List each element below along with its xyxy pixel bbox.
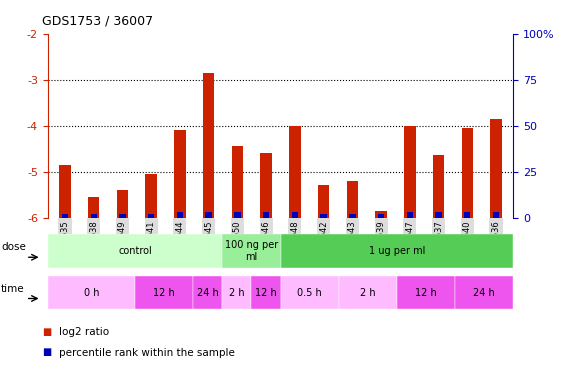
Bar [135,276,193,309]
Text: 24 h: 24 h [473,288,495,297]
Bar [378,214,384,217]
Bar [260,153,272,218]
Bar [177,212,183,217]
Bar [493,212,499,217]
Bar [407,212,413,217]
Text: 12 h: 12 h [153,288,175,297]
Text: ■: ■ [42,348,51,357]
Bar [263,212,269,217]
Text: dose: dose [1,243,26,252]
Bar [148,214,154,217]
Bar [203,73,214,217]
Text: 0.5 h: 0.5 h [297,288,322,297]
Bar [62,214,68,217]
Bar [88,197,99,217]
Bar [339,276,397,309]
Bar [289,126,301,218]
Bar [433,156,444,218]
Bar [251,276,280,309]
Text: 100 ng per
ml: 100 ng per ml [225,240,278,262]
Text: control: control [118,246,152,256]
Bar [205,212,212,217]
Bar [462,128,473,218]
Bar [90,214,97,217]
Bar [280,234,513,268]
Bar [222,276,251,309]
Bar [234,212,241,217]
Text: log2 ratio: log2 ratio [59,327,109,337]
Bar [119,214,126,217]
Bar [318,185,329,218]
Text: ■: ■ [42,327,51,337]
Bar [347,181,358,218]
Bar [455,276,513,309]
Bar [349,214,356,217]
Text: 12 h: 12 h [255,288,277,297]
Bar [193,276,222,309]
Text: 1 ug per ml: 1 ug per ml [369,246,425,256]
Bar [48,276,135,309]
Bar [174,130,186,218]
Bar [292,212,298,217]
Bar [59,165,71,218]
Bar [280,276,339,309]
Text: 2 h: 2 h [360,288,376,297]
Text: 24 h: 24 h [197,288,219,297]
Bar [232,146,243,218]
Bar [490,119,502,218]
Text: percentile rank within the sample: percentile rank within the sample [59,348,235,357]
Bar [435,212,442,217]
Bar [117,190,128,217]
Text: 0 h: 0 h [84,288,99,297]
Text: 12 h: 12 h [415,288,437,297]
Bar [320,214,327,217]
Bar [48,234,222,268]
Text: 2 h: 2 h [229,288,245,297]
Bar [145,174,157,217]
Bar [375,211,387,218]
Bar [222,234,280,268]
Bar [397,276,455,309]
Text: time: time [1,284,25,294]
Bar [464,212,471,217]
Bar [404,126,416,218]
Text: GDS1753 / 36007: GDS1753 / 36007 [42,15,153,28]
